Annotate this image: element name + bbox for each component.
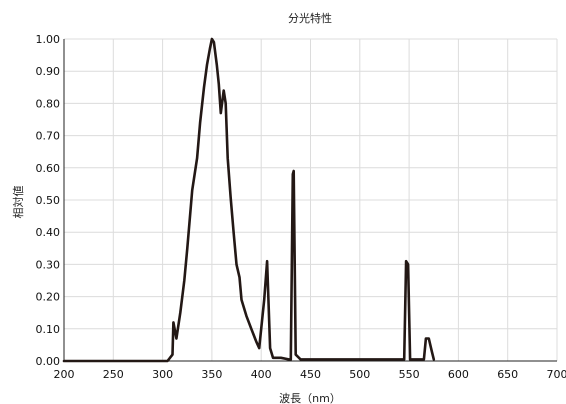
x-tick-label: 650 [497,368,518,381]
series-group [62,37,436,363]
y-tick-label: 0.70 [36,130,61,143]
x-tick-label: 400 [251,368,272,381]
y-tick-label: 0.40 [36,226,61,239]
x-tick-label: 600 [448,368,469,381]
x-tick-label: 300 [152,368,173,381]
y-axis-title: 相対値 [11,186,25,219]
y-tick-label: 0.30 [36,258,61,271]
y-tick-label: 0.90 [36,65,61,78]
y-tick-label: 0.10 [36,323,61,336]
x-tick-label: 350 [201,368,222,381]
y-tick-label: 0.20 [36,291,61,304]
x-tick-label: 200 [54,368,75,381]
y-tick-label: 0.60 [36,162,61,175]
y-tick-labels: 0.00 0.10 0.20 0.30 0.40 0.50 0.60 0.70 0.80 0.90… [36,33,61,368]
chart-title: 分光特性 [288,11,332,25]
x-tick-label: 700 [547,368,566,381]
x-tick-label: 450 [300,368,321,381]
series-line [62,37,436,363]
x-axis-title: 波長（nm） [279,392,341,404]
x-tick-label: 550 [399,368,420,381]
y-tick-label: 0.80 [36,97,61,110]
x-tick-labels: 200 250 300 350 400 450 500 550 600 650 700 [54,368,566,381]
x-tick-label: 250 [103,368,124,381]
y-tick-label: 0.50 [36,194,61,207]
y-tick-label: 0.00 [36,355,61,368]
y-tick-label: 1.00 [36,33,61,46]
x-tick-label: 500 [349,368,370,381]
gridlines [64,38,558,361]
